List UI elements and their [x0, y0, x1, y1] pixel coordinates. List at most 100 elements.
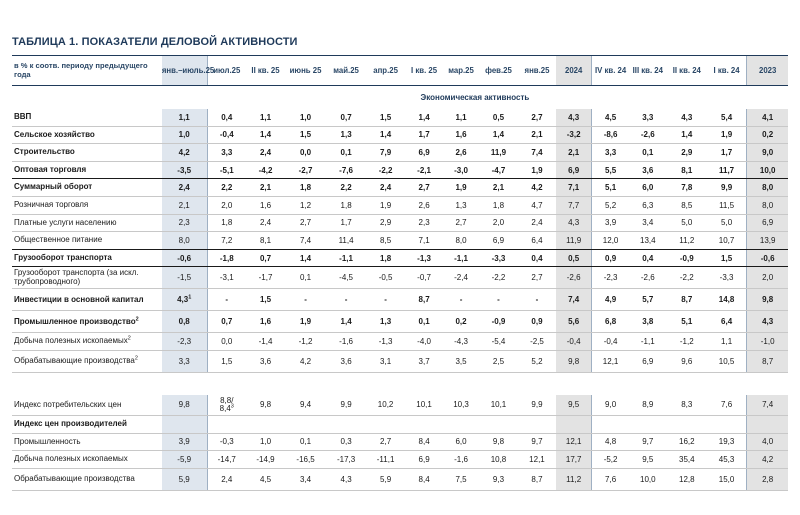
- value-cell: 4,9: [591, 288, 629, 312]
- spacer-cell: [518, 372, 556, 395]
- value-cell: 8,7: [517, 468, 556, 491]
- value-cell: 4,31: [161, 288, 208, 312]
- table-row: Грузооборот транспорта (за искл. трубопр…: [12, 266, 788, 290]
- value-cell: -1,3: [366, 332, 406, 351]
- value-text: 8,8/: [220, 395, 234, 405]
- value-cell: 8,0: [746, 178, 788, 197]
- spacer-cell: [246, 372, 285, 395]
- table-row: Добыча полезных ископаемых -5,9 -14,7 -14,9…: [12, 450, 788, 469]
- value-cell: 4,7: [517, 196, 556, 215]
- value-cell: 4,1: [746, 109, 788, 127]
- value-cell: 1,8: [285, 178, 327, 197]
- value-cell: -1,7: [246, 266, 286, 290]
- value-cell: 1,1: [246, 109, 286, 127]
- value-cell: 5,0: [666, 214, 707, 233]
- value-cell: 2,1: [478, 178, 518, 197]
- value-cell: 2,6: [443, 143, 479, 162]
- value-cell: 8,1: [246, 231, 286, 250]
- row-label-text: Индекс потребительских цен: [14, 399, 122, 409]
- value-cell: 6,0: [443, 433, 479, 452]
- row-label-text: Грузооборот транспорта: [14, 252, 112, 262]
- row-label-text: Розничная торговля: [14, 199, 89, 209]
- value-cell: -: [285, 288, 327, 312]
- row-label-text: ВВП: [14, 112, 32, 121]
- value-cell: 8,8/8,43: [206, 394, 247, 416]
- row-label: Платные услуги населению: [12, 214, 162, 233]
- column-header: мар.25: [443, 56, 479, 86]
- column-header: I кв. 25: [405, 56, 444, 86]
- spacer-cell: [326, 372, 366, 395]
- value-cell: 12,8: [666, 468, 707, 491]
- column-header: III кв. 24: [628, 56, 667, 86]
- value-cell: -: [517, 288, 556, 312]
- value-cell: 16,2: [666, 433, 707, 452]
- value-cell: 9,6: [666, 350, 707, 373]
- value-cell: 12,1: [517, 450, 556, 469]
- value-cell: 9,8: [246, 394, 286, 416]
- value-cell: -2,1: [405, 161, 444, 180]
- value-text: 8,4: [219, 403, 231, 413]
- row-label: Общественное питание: [12, 231, 162, 250]
- empty-cell: [628, 415, 667, 434]
- value-cell: 10,3: [443, 394, 479, 416]
- value-cell: 4,8: [591, 433, 629, 452]
- value-cell: 9,9: [326, 394, 367, 416]
- value-cell: -: [326, 288, 367, 312]
- value-cell: 8,0: [746, 196, 788, 215]
- value-cell: -1,4: [246, 332, 286, 351]
- value-cell: 2,4: [161, 178, 208, 197]
- row-label: Оптовая торговля: [12, 161, 162, 180]
- value-cell: 2,1: [517, 126, 556, 145]
- value-cell: 0,2: [443, 310, 479, 334]
- value-cell: 2,4: [206, 468, 247, 491]
- value-cell: -: [443, 288, 479, 312]
- value-cell: 3,3: [628, 109, 667, 127]
- value-cell: 10,1: [405, 394, 444, 416]
- value-cell: 13,4: [628, 231, 667, 250]
- row-label: Инвестиции в основной капитал: [12, 288, 162, 312]
- value-cell: 1,4: [246, 126, 286, 145]
- row-label-text: Суммарный оборот: [14, 182, 93, 192]
- value-cell: 2,9: [366, 214, 406, 233]
- value-cell: 3,9: [591, 214, 629, 233]
- value-cell: 0,7: [206, 310, 247, 334]
- value-cell: -3,0: [443, 161, 479, 180]
- value-cell: -2,2: [366, 161, 406, 180]
- value-cell: 11,5: [706, 196, 747, 215]
- value-cell: 5,1: [591, 178, 629, 197]
- value-cell: -5,2: [591, 450, 629, 469]
- row-label: Индекс потребительских цен: [12, 394, 162, 416]
- value-cell: 1,4: [666, 126, 707, 145]
- value-cell: 11,9: [478, 143, 518, 162]
- title-rule: [12, 55, 788, 56]
- value-cell: 2,3: [161, 214, 208, 233]
- section-title: Экономическая активность: [420, 93, 530, 102]
- spacer-cell: [366, 372, 405, 395]
- value-cell: -4,0: [405, 332, 444, 351]
- value-cell: 11,9: [555, 231, 592, 250]
- value-cell: -: [366, 288, 406, 312]
- value-cell: 9,5: [628, 450, 667, 469]
- row-label: Индекс цен производителей: [12, 415, 162, 434]
- value-cell: 3,4: [285, 468, 327, 491]
- spacer-cell: [556, 372, 592, 395]
- value-cell: 6,9: [405, 450, 444, 469]
- value-cell: 2,0: [478, 214, 518, 233]
- value-cell: 8,7: [666, 288, 707, 312]
- value-cell: -5,4: [478, 332, 518, 351]
- row-label-text: Платные услуги населению: [14, 217, 117, 227]
- table-row: Сельское хозяйство 1,0 -0,4 1,4 1,5 1,3 1,4 1,7…: [12, 126, 788, 145]
- empty-cell: [443, 415, 479, 434]
- value-cell: 6,9: [478, 231, 518, 250]
- table-row: Розничная торговля 2,1 2,0 1,6 1,2 1,8 1,9 2,6 1…: [12, 196, 788, 215]
- value-cell: 0,1: [405, 310, 444, 334]
- value-cell: 6,3: [628, 196, 667, 215]
- column-header: 2023: [746, 56, 788, 86]
- value-cell: 3,3: [161, 350, 208, 373]
- value-cell: -0,4: [555, 332, 592, 351]
- row-label: Добыча полезных ископаемых: [12, 450, 162, 469]
- value-cell: 5,0: [706, 214, 747, 233]
- table-row: ВВП 1,1 0,4 1,1 1,0 0,7 1,5 1,4 1,1 0,5 2,7 4,3 4,5 3…: [12, 109, 788, 127]
- spacer-cell: [285, 372, 326, 395]
- value-cell: 0,1: [326, 143, 367, 162]
